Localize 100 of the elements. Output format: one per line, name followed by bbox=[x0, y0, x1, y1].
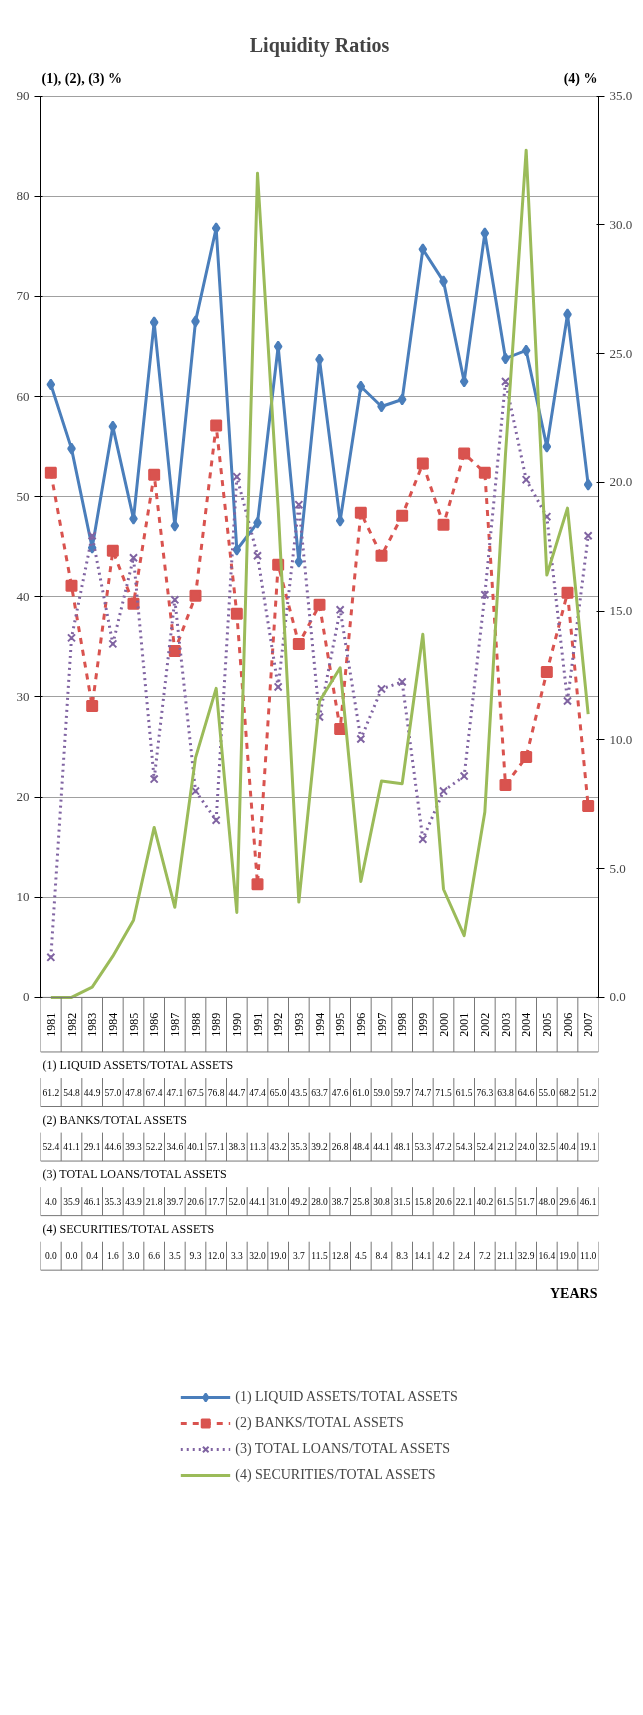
point bbox=[562, 696, 573, 706]
point bbox=[375, 549, 388, 562]
y2-tick-label: 30.0 bbox=[609, 216, 633, 232]
point bbox=[128, 553, 139, 563]
data-label: 76.3 bbox=[476, 1087, 494, 1098]
text: YEARS bbox=[550, 1286, 598, 1302]
data-label: 1.6 bbox=[106, 1251, 120, 1262]
data-label: 44.6 bbox=[104, 1142, 122, 1153]
x-tick-label: 1998 bbox=[395, 1012, 410, 1037]
data-label: 3.0 bbox=[127, 1251, 140, 1262]
x-tick-label: 1984 bbox=[105, 1012, 120, 1037]
point bbox=[397, 677, 407, 687]
data-label: 57.0 bbox=[104, 1087, 122, 1098]
point bbox=[127, 597, 140, 610]
data-label: 4.5 bbox=[354, 1251, 368, 1262]
text: (1) LIQUID ASSETS/TOTAL ASSETS bbox=[42, 1058, 234, 1072]
data-label: 11.3 bbox=[249, 1142, 266, 1153]
x-tick-label: 2002 bbox=[477, 1012, 492, 1037]
data-label: 29.1 bbox=[83, 1142, 101, 1153]
data-label: 0.0 bbox=[44, 1251, 58, 1262]
point bbox=[438, 786, 449, 796]
data-label: 8.3 bbox=[396, 1251, 409, 1262]
point bbox=[66, 633, 77, 643]
point bbox=[251, 878, 264, 891]
y-axis-title: (1), (2), (3) % bbox=[41, 70, 123, 87]
data-label: 57.1 bbox=[207, 1142, 225, 1153]
data-label: 61.2 bbox=[42, 1087, 60, 1098]
data-label: 74.7 bbox=[414, 1087, 432, 1098]
data-label: 39.7 bbox=[166, 1196, 184, 1207]
x-tick-label: 2005 bbox=[539, 1012, 554, 1037]
data-label: 30.8 bbox=[373, 1196, 391, 1207]
data-label: 67.4 bbox=[145, 1087, 163, 1098]
data-label: 40.4 bbox=[559, 1142, 577, 1153]
point bbox=[478, 466, 491, 479]
data-label: 39.2 bbox=[311, 1142, 329, 1153]
x-tick-label: 1983 bbox=[85, 1012, 100, 1037]
data-label: 25.8 bbox=[352, 1196, 370, 1207]
text: (3) TOTAL LOANS/TOTAL ASSETS bbox=[42, 1167, 227, 1182]
data-label: 31.0 bbox=[269, 1196, 287, 1207]
data-label: 16.4 bbox=[538, 1251, 556, 1262]
data-label: 63.7 bbox=[311, 1087, 329, 1098]
data-label: 52.4 bbox=[476, 1142, 494, 1153]
x-tick-label: 2003 bbox=[498, 1012, 513, 1037]
y2-tick-label: 25.0 bbox=[609, 345, 633, 361]
data-label: 12.0 bbox=[207, 1251, 225, 1262]
line-series bbox=[49, 148, 590, 999]
data-label: 51.2 bbox=[579, 1087, 597, 1098]
point bbox=[356, 380, 366, 393]
data-label: 63.8 bbox=[497, 1087, 515, 1098]
point bbox=[521, 475, 531, 485]
x-tick-label: 1992 bbox=[271, 1012, 286, 1037]
data-label: 35.3 bbox=[290, 1142, 308, 1153]
point bbox=[210, 419, 223, 432]
x-tick-label: 1990 bbox=[229, 1012, 244, 1037]
data-label: 31.5 bbox=[393, 1196, 411, 1207]
y2-tick-label: 15.0 bbox=[609, 603, 633, 619]
data-label: 52.2 bbox=[145, 1142, 163, 1153]
data-label: 47.8 bbox=[125, 1087, 143, 1098]
x-tick-label: 1991 bbox=[250, 1012, 265, 1037]
data-label: 3.3 bbox=[230, 1251, 244, 1262]
data-label: 65.0 bbox=[269, 1087, 287, 1098]
data-label: 12.8 bbox=[331, 1251, 349, 1262]
data-label: 43.5 bbox=[290, 1087, 308, 1098]
legend-label: (2) BANKS/TOTAL ASSETS bbox=[235, 1415, 404, 1431]
y2-tick-label: 5.0 bbox=[609, 860, 626, 876]
data-label: 61.5 bbox=[497, 1196, 515, 1207]
point bbox=[437, 518, 450, 531]
y2-tick-label: 0.0 bbox=[609, 989, 626, 1005]
point bbox=[46, 952, 56, 962]
point bbox=[168, 644, 181, 657]
point bbox=[65, 579, 78, 592]
data-label: 24.0 bbox=[517, 1142, 535, 1153]
point bbox=[273, 682, 283, 692]
data-label: 9.3 bbox=[189, 1251, 202, 1262]
data-label: 4.2 bbox=[437, 1251, 450, 1262]
point bbox=[396, 509, 409, 522]
y-tick-label: 10 bbox=[16, 889, 30, 905]
data-label: 71.5 bbox=[435, 1087, 453, 1098]
data-label: 48.0 bbox=[538, 1196, 556, 1207]
data-label: 19.0 bbox=[269, 1251, 287, 1262]
point bbox=[397, 393, 407, 406]
point bbox=[376, 684, 387, 694]
point bbox=[87, 531, 97, 541]
data-label: 19.1 bbox=[579, 1142, 597, 1153]
data-label: 41.1 bbox=[63, 1142, 81, 1153]
x-tick-label: 1982 bbox=[64, 1012, 79, 1037]
point bbox=[458, 447, 471, 460]
data-label: 59.0 bbox=[373, 1087, 391, 1098]
point bbox=[540, 665, 553, 678]
data-label: 61.5 bbox=[455, 1087, 473, 1098]
data-label: 21.8 bbox=[145, 1196, 163, 1207]
point bbox=[356, 734, 366, 744]
x-tick-label: 1993 bbox=[291, 1012, 306, 1037]
text: (2) BANKS/TOTAL ASSETS bbox=[42, 1112, 187, 1127]
x-tick-label: 1994 bbox=[312, 1012, 327, 1037]
point bbox=[232, 472, 242, 482]
data-label: 32.9 bbox=[517, 1251, 535, 1262]
data-label: 29.6 bbox=[559, 1196, 577, 1207]
x-tick-label: 2006 bbox=[560, 1012, 575, 1037]
data-label: 35.3 bbox=[104, 1196, 122, 1207]
